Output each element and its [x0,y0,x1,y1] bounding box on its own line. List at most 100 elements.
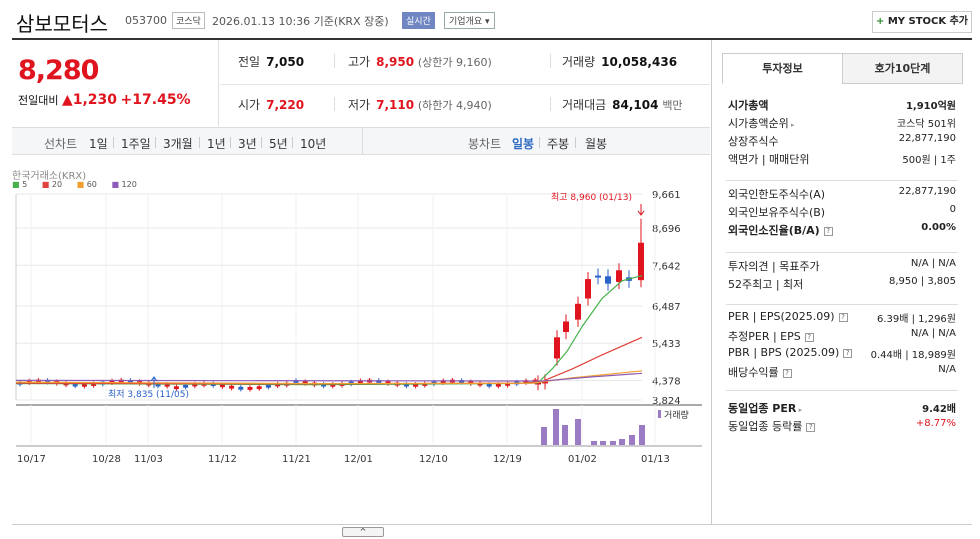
candle [91,383,97,386]
candle [302,381,308,385]
candle [638,242,644,281]
candle [403,383,409,387]
add-mystock-button[interactable]: + MY STOCK 추가 [872,11,972,33]
current-price: 8,280 [18,55,99,86]
volume-bar [541,427,547,445]
prev-close: 전일 7,050 [238,55,305,69]
ma5-legend: ■ 5 [12,180,28,189]
info-row[interactable]: PBR | BPS (2025.09)? 0.44배 | 18,989원 [728,346,956,361]
info-value: 8,950 | 3,805 [889,276,956,287]
info-label: 시가총액순위 [728,117,789,130]
info-value: 코스닥 501위 [896,119,956,130]
divider [726,252,958,253]
info-label: 외국인보유주식수(B) [728,206,826,219]
realtime-badge[interactable]: 실시간 [402,12,435,29]
volume-legend-swatch [658,410,661,418]
ma60-legend: ■ 60 [76,180,97,189]
info-row[interactable]: 동일업종 등락률? +8.77% [728,418,956,434]
change-value: ▲1,230 [61,92,118,108]
info-row[interactable]: 추정PER | EPS? N/A | N/A [728,328,956,344]
divider [12,524,972,525]
info-row[interactable]: 동일업종 PER ▸ 9.42배 [728,400,956,416]
timestamp: 2026.01.13 10:36 기준(KRX 장중) [212,15,389,28]
period-5y[interactable]: 5년 [269,137,288,151]
volume-bar [600,441,606,445]
info-value: 6.39배 | 1,296원 [876,314,956,325]
info-label: PER | EPS(2025.09) [728,310,835,323]
x-tick-label: 01/13 [641,454,670,465]
low-price: 저가 7,110 (하한가 4,940) [348,98,492,112]
plus-icon: + [875,16,885,27]
candle [35,379,41,383]
info-row: 액면가 | 매매단위 500원 | 1주 [728,151,956,167]
candle [256,386,262,390]
y-tick-label: 7,642 [652,261,681,272]
volume-bar [619,439,625,445]
candle [183,384,189,388]
y-tick-label: 9,661 [652,190,681,201]
candle [127,379,133,383]
candle [247,387,253,390]
info-value: 500원 | 1주 [902,155,956,166]
info-row[interactable]: 시가총액순위 ▸ 코스닥 501위 [728,115,956,131]
help-icon[interactable]: ? [806,422,816,432]
y-tick-label: 3,824 [652,396,681,407]
info-row[interactable]: 외국인소진율(B/A)? 0.00% [728,222,956,238]
open-price: 시가 7,220 [238,98,305,112]
company-info-button[interactable]: 기업개요 ▾ [444,12,495,29]
info-value: N/A | N/A [910,328,956,339]
x-tick-label: 12/19 [493,454,522,465]
candle [155,383,161,387]
help-icon[interactable]: ? [843,348,853,358]
help-icon[interactable]: ? [804,332,814,342]
candle [376,380,382,383]
info-label: 외국인한도주식수(A) [728,188,826,201]
candle [563,321,569,333]
ma20-line [15,336,643,385]
stock-chart[interactable]: 9,661 8,696 7,642 6,487 5,433 4,378 3,824 10/17… [12,190,710,475]
change-label: 전일대비 [18,94,59,107]
stock-name: 삼보모터스 [16,12,108,36]
info-label: 외국인소진율(B/A) [728,224,820,237]
high-annotation: 최고 8,960 (01/13) [551,192,632,203]
x-tick-label: 10/28 [92,454,121,465]
candle [413,383,419,387]
info-row[interactable]: 배당수익률? N/A [728,364,956,380]
tab-investment-info[interactable]: 투자정보 [722,53,843,84]
candle [219,384,225,388]
period-1y[interactable]: 1년 [207,137,226,151]
period-1d[interactable]: 1일 [89,137,108,151]
high-price: 고가 8,950 (상한가 9,160) [348,55,492,69]
candle-monthly[interactable]: 월봉 [585,137,608,151]
candle [554,337,560,359]
candle [605,276,611,284]
ma120-legend: ■ 120 [111,180,137,189]
period-10y[interactable]: 10년 [300,137,327,151]
divider [550,97,551,111]
candle [192,383,198,387]
candle [535,382,541,385]
help-icon[interactable]: ? [823,226,833,236]
help-icon[interactable]: ? [782,368,792,378]
info-value: 0.00% [921,222,956,233]
info-label: 배당수익률 [728,366,779,379]
candle-weekly[interactable]: 주봉 [547,137,570,151]
candle-chart-label: 봉차트 [468,137,502,151]
info-row[interactable]: PER | EPS(2025.09)? 6.39배 | 1,296원 [728,310,956,325]
x-tick-label: 11/12 [208,454,237,465]
period-3y[interactable]: 3년 [238,137,257,151]
info-label: 동일업종 PER [728,402,797,415]
info-row: 외국인보유주식수(B) 0 [728,204,956,220]
candle-daily[interactable]: 일봉 [512,137,535,151]
collapse-chart-button[interactable]: ^ [342,527,384,537]
info-value: +8.77% [915,418,956,429]
tab-order-book[interactable]: 호가10단계 [842,53,963,84]
low-annotation: 최저 3,835 (11/05) [108,389,189,400]
ma20-legend: ■ 20 [41,180,63,189]
period-1w[interactable]: 1주일 [121,137,151,151]
period-3m[interactable]: 3개월 [163,137,193,151]
divider [550,54,551,68]
info-value: N/A [938,364,956,375]
stock-code: 053700 [125,14,167,27]
help-icon[interactable]: ? [838,312,848,322]
